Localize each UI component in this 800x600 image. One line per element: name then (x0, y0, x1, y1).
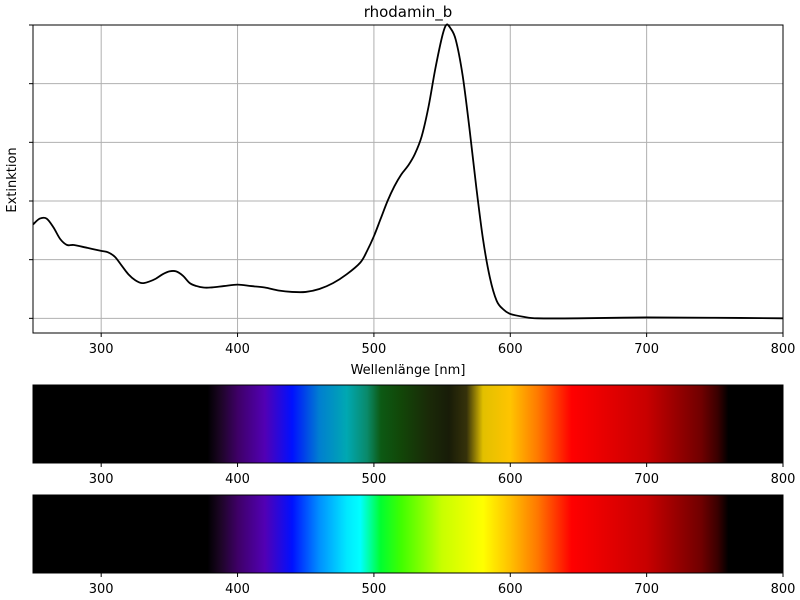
bar-tick-label: 500 (361, 472, 386, 487)
bar-x-ticks: 300 400 500 600 700 800 (89, 463, 796, 487)
bar-tick-label: 500 (361, 582, 386, 597)
bar-tick-label: 400 (225, 472, 250, 487)
series-line (32, 23, 784, 320)
absorbed-spectrum-bar: 300 400 500 600 700 800 (32, 384, 796, 487)
bar-tick-label: 800 (771, 582, 796, 597)
bar-tick-label: 300 (89, 582, 114, 597)
bar-tick-label: 300 (89, 472, 114, 487)
bar-tick-label: 800 (771, 472, 796, 487)
grid (33, 24, 784, 333)
x-tick-label: 500 (361, 342, 386, 357)
x-axis-label: Wellenlänge [nm] (351, 363, 466, 378)
bar-tick-label: 600 (498, 472, 523, 487)
x-tick-label: 600 (498, 342, 523, 357)
bar-tick-label: 700 (634, 582, 659, 597)
y-axis-label: Extinktion (5, 147, 20, 212)
x-tick-label: 800 (771, 342, 796, 357)
bar-x-ticks: 300 400 500 600 700 800 (89, 573, 796, 597)
bar-frame (32, 384, 784, 464)
bar-tick-label: 600 (498, 582, 523, 597)
x-tick-label: 300 (89, 342, 114, 357)
bar-frame (32, 494, 784, 574)
x-tick-label: 700 (634, 342, 659, 357)
chart-title: rhodamin_b (364, 3, 453, 22)
spectrum-gradient (33, 385, 783, 463)
x-tick-label: 400 (225, 342, 250, 357)
bar-tick-label: 400 (225, 582, 250, 597)
x-axis-ticks: 300 400 500 600 700 800 (89, 333, 796, 357)
absorption-chart: rhodamin_b 300 400 500 600 700 800 Wellenläng… (5, 3, 795, 378)
visible-spectrum-bar: 300 400 500 600 700 800 (32, 494, 796, 597)
bar-tick-label: 700 (634, 472, 659, 487)
plot-frame (32, 24, 784, 334)
spectrum-gradient (33, 495, 783, 573)
y-axis-ticks (29, 24, 33, 319)
